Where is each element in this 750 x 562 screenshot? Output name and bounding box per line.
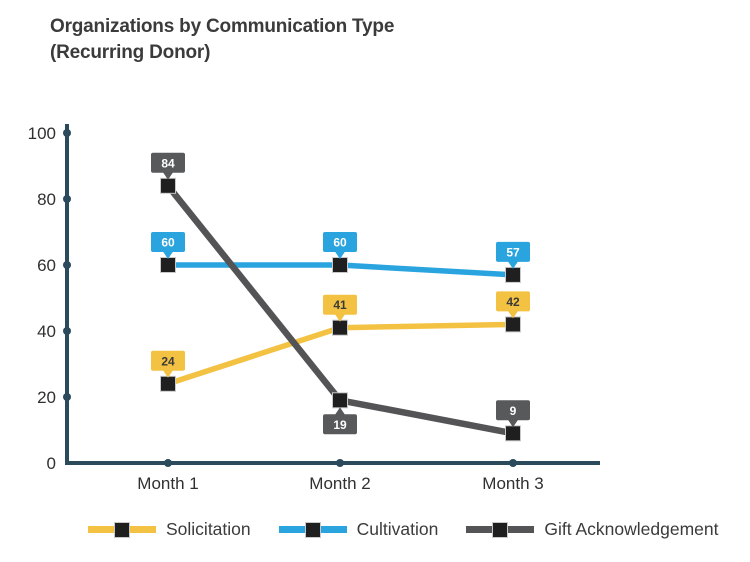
data-label-gift-acknowledgement-month-1-pointer — [163, 172, 173, 180]
y-tick-label-20: 20 — [37, 388, 56, 407]
data-label-gift-acknowledgement-month-3-box — [496, 400, 530, 421]
data-label-gift-acknowledgement-month-1-box — [151, 152, 185, 173]
y-tick-label-60: 60 — [37, 256, 56, 275]
data-label-gift-acknowledgement-month-2-pointer — [335, 407, 345, 415]
marker-cultivation-month-1 — [160, 257, 176, 273]
legend-marker-icon — [114, 521, 130, 538]
y-tick-label-100: 100 — [28, 124, 56, 143]
marker-solicitation-month-1 — [160, 375, 176, 392]
marker-gift-acknowledgement-month-2 — [332, 392, 348, 409]
chart-title-line2: (Recurring Donor) — [50, 42, 211, 63]
legend-marker-icon — [492, 521, 509, 538]
legend-marker-icon — [304, 521, 321, 538]
data-label-solicitation-month-3-text: 42 — [506, 295, 520, 309]
data-label-gift-acknowledgement-month-1-text: 84 — [161, 156, 175, 170]
data-label-cultivation-month-3-pointer — [508, 261, 518, 269]
marker-solicitation-month-2 — [332, 319, 348, 336]
legend-item-cultivation: Cultivation — [278, 519, 439, 540]
legend-label-gift-acknowledgement: Gift Acknowledgement — [544, 519, 719, 539]
y-tick-dot-60 — [63, 261, 71, 269]
y-tick-label-80: 80 — [37, 190, 56, 209]
data-label-solicitation-month-2-text: 41 — [333, 298, 347, 312]
marker-gift-acknowledgement-month-1 — [160, 177, 176, 194]
legend: Solicitation Cultivation Gift Acknowledgem… — [88, 519, 718, 540]
legend-item-gift-acknowledgement: Gift Acknowledgement — [466, 519, 718, 540]
data-label-gift-acknowledgement-month-2-text: 19 — [333, 418, 347, 432]
chart-title-line1: Organizations by Communication Type — [50, 16, 395, 37]
y-tick-dot-80 — [63, 195, 71, 203]
y-tick-label-0: 0 — [47, 454, 56, 473]
data-label-cultivation-month-3-text: 57 — [506, 245, 520, 259]
x-tick-label-month-2: Month 2 — [309, 474, 370, 493]
marker-solicitation-month-3 — [505, 316, 521, 333]
legend-item-solicitation: Solicitation — [88, 519, 251, 540]
y-tick-label-40: 40 — [37, 322, 56, 341]
data-label-cultivation-month-1-pointer — [163, 251, 173, 259]
data-label-gift-acknowledgement-month-3-text: 9 — [510, 404, 517, 418]
data-label-cultivation-month-1-text: 60 — [161, 236, 175, 250]
marker-gift-acknowledgement-month-3 — [505, 425, 521, 442]
x-tick-dot-month-2 — [336, 459, 344, 467]
data-label-cultivation-month-1-box — [151, 232, 185, 252]
data-label-gift-acknowledgement-month-2-box — [323, 414, 357, 435]
data-label-solicitation-month-1-text: 24 — [161, 354, 175, 368]
data-label-solicitation-month-3-box — [496, 291, 530, 312]
data-label-solicitation-month-3-pointer — [508, 311, 518, 319]
data-label-gift-acknowledgement-month-3-pointer — [508, 419, 518, 428]
marker-cultivation-month-2 — [332, 257, 348, 273]
data-label-cultivation-month-2-text: 60 — [333, 236, 347, 250]
data-label-cultivation-month-2-box — [323, 232, 357, 252]
y-tick-dot-20 — [63, 393, 71, 401]
x-tick-label-month-1: Month 1 — [137, 474, 198, 493]
x-tick-dot-month-3 — [509, 459, 517, 467]
legend-line-swatch-gift-acknowledgement — [466, 521, 535, 538]
line-chart: 0 20 40 60 80 100 Month 1 Month 2 Month 3 24 41 42 6… — [28, 124, 600, 493]
y-tick-dot-40 — [63, 327, 71, 335]
y-tick-dot-100 — [63, 129, 71, 137]
data-label-solicitation-month-2-pointer — [335, 314, 345, 322]
marker-cultivation-month-3 — [505, 266, 521, 283]
data-label-solicitation-month-1-box — [151, 350, 185, 371]
x-tick-dot-month-1 — [164, 459, 172, 467]
legend-label-cultivation: Cultivation — [356, 519, 439, 539]
x-tick-label-month-3: Month 3 — [482, 474, 543, 493]
legend-label-solicitation: Solicitation — [166, 519, 251, 539]
legend-line-swatch-solicitation — [88, 521, 156, 538]
data-label-cultivation-month-3-box — [496, 241, 530, 262]
data-label-solicitation-month-2-box — [323, 294, 357, 315]
data-label-cultivation-month-2-pointer — [335, 251, 345, 259]
legend-line-swatch-cultivation — [278, 521, 347, 538]
data-label-solicitation-month-1-pointer — [163, 370, 173, 378]
chart-title: Organizations by Communication Type (Rec… — [50, 14, 394, 66]
